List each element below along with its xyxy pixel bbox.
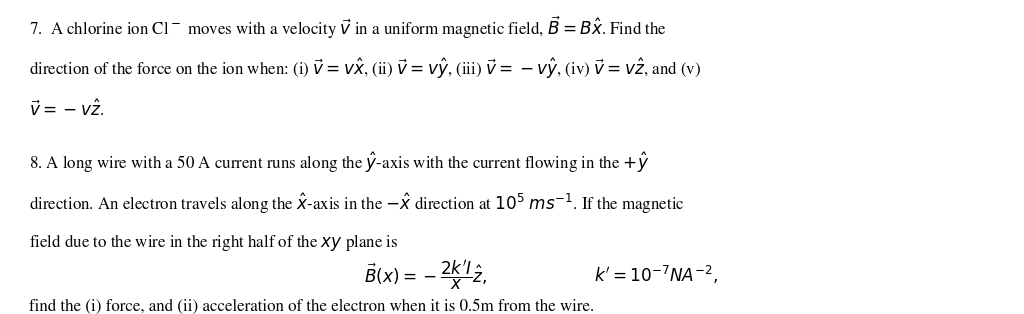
Text: 8. A long wire with a 50 A current runs along the $\hat{y}$-axis with the curren: 8. A long wire with a 50 A current runs … bbox=[29, 151, 649, 175]
Text: field due to the wire in the right half of the $xy$ plane is: field due to the wire in the right half … bbox=[29, 232, 398, 253]
Text: find the (i) force, and (ii) acceleration of the electron when it is 0.5m from t: find the (i) force, and (ii) acceleratio… bbox=[29, 299, 594, 314]
Text: $k' = 10^{-7}NA^{-2},$: $k' = 10^{-7}NA^{-2},$ bbox=[594, 264, 718, 286]
Text: direction. An electron travels along the $\hat{x}$-axis in the $-\hat{x}$ direct: direction. An electron travels along the… bbox=[29, 192, 684, 216]
Text: $\vec{v} = -v\hat{z}$.: $\vec{v} = -v\hat{z}$. bbox=[29, 99, 103, 120]
Text: 7.  A chlorine ion Cl$^-$ moves with a velocity $\vec{v}$ in a uniform magnetic : 7. A chlorine ion Cl$^-$ moves with a ve… bbox=[29, 14, 667, 41]
Text: direction of the force on the ion when: (i) $\vec{v} = v\hat{x}$, (ii) $\vec{v} : direction of the force on the ion when: … bbox=[29, 57, 700, 81]
Text: $\vec{B}(x) = -\dfrac{2k'I}{x}\hat{z},$: $\vec{B}(x) = -\dfrac{2k'I}{x}\hat{z},$ bbox=[364, 259, 487, 293]
